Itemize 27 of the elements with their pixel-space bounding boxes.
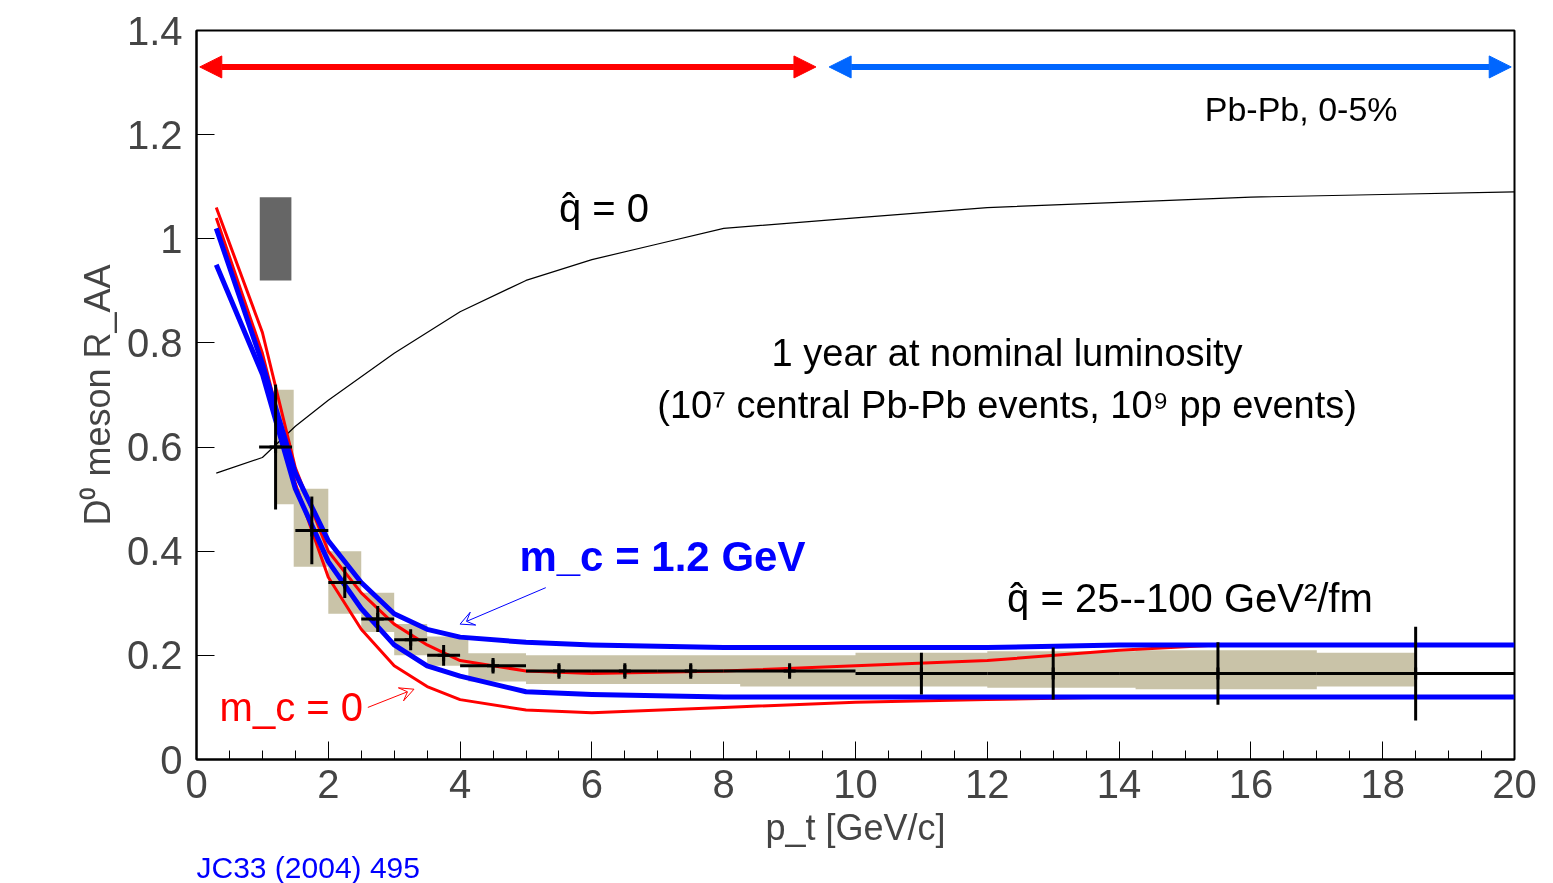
x-tick-label: 2 [317,761,340,806]
text: JC33 (2004) 495 [196,850,420,883]
y-tick-label: 0.8 [126,320,183,365]
y-tick-label: 1.2 [126,112,183,157]
annotation: m_c = 0 [219,685,363,730]
y-tick-label: 0.6 [126,425,183,470]
annotation: m_c = 1.2 GeV [519,532,806,580]
x-tick-label: 20 [1492,761,1537,806]
annotation: (10⁷ central Pb-Pb events, 10⁹ pp events) [657,384,1357,427]
annotation: Pb-Pb, 0-5% [1204,89,1398,128]
x-tick-label: 12 [965,761,1010,806]
x-tick-label: 4 [448,761,472,806]
annotation: q̂ = 25--100 GeV²/fm [1007,576,1373,621]
x-tick-label: 10 [833,761,878,806]
y-tick-label: 1.4 [126,8,183,53]
annotation: 1 year at nominal luminosity [771,332,1243,375]
x-tick-label: 16 [1228,761,1274,806]
y-tick-label: 1 [160,216,183,261]
x-tick-label: 14 [1096,761,1142,806]
x-tick-label: 8 [712,761,735,806]
x-axis-title: p_t [GeV/c] [765,806,946,848]
y-tick-label: 0.2 [126,633,183,678]
y-axis-title: D⁰ meson R_AA [76,264,118,526]
x-tick-label: 18 [1360,761,1405,806]
x-tick-label: 6 [580,761,604,806]
y-tick-label: 0.4 [126,529,183,574]
annotation: q̂ = 0 [558,185,650,230]
